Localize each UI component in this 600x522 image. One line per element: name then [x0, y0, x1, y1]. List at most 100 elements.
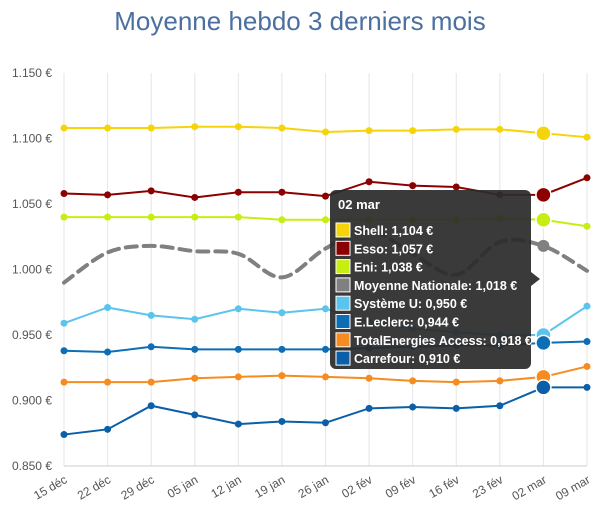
- tooltip-row-label: Eni: 1,038 €: [354, 261, 423, 275]
- data-point: [452, 183, 460, 191]
- data-point: [234, 213, 242, 221]
- data-point: [278, 188, 286, 196]
- x-tick-label: 22 déc: [75, 472, 113, 502]
- data-point: [322, 305, 329, 313]
- data-point: [452, 404, 460, 412]
- series-carrefour: [60, 379, 591, 439]
- data-point: [278, 345, 286, 353]
- x-tick-label: 12 jan: [209, 472, 244, 500]
- y-tick-label: 1.150 €: [12, 66, 52, 80]
- data-point: [60, 431, 68, 439]
- data-point: [278, 417, 286, 425]
- tooltip-row-label: Système U: 0,950 €: [354, 297, 467, 311]
- tooltip-row-label: Moyenne Nationale: 1,018 €: [354, 279, 517, 293]
- y-tick-label: 0.900 €: [12, 394, 52, 408]
- data-point: [409, 377, 417, 385]
- tooltip-row-label: Esso: 1,057 €: [354, 242, 433, 256]
- x-tick-label: 02 mar: [510, 472, 549, 503]
- x-tick-label: 26 jan: [296, 472, 331, 500]
- data-point: [496, 125, 504, 133]
- tooltip-swatch: [335, 350, 351, 366]
- data-point: [191, 193, 199, 201]
- x-tick-label: 05 jan: [165, 472, 200, 500]
- x-tick-label: 19 jan: [252, 472, 287, 500]
- data-point: [104, 303, 112, 311]
- x-tick-label: 29 déc: [118, 472, 156, 502]
- data-point: [322, 192, 329, 200]
- chart-title: Moyenne hebdo 3 derniers mois: [114, 6, 485, 36]
- x-tick-label: 02 fév: [339, 472, 374, 500]
- tooltip-row-label: E.Leclerc: 0,944 €: [354, 316, 459, 330]
- data-point: [147, 187, 155, 195]
- data-point: [147, 343, 155, 351]
- tooltip-swatch: [335, 222, 351, 238]
- tooltip-swatch: [335, 240, 351, 256]
- x-tick-label: 23 fév: [470, 472, 505, 500]
- y-tick-label: 1.050 €: [12, 197, 52, 211]
- data-point: [104, 378, 112, 386]
- y-tick-label: 0.850 €: [12, 459, 52, 473]
- tooltip-row-label: Shell: 1,104 €: [354, 224, 433, 238]
- data-point: [322, 345, 329, 353]
- tooltip-swatch: [335, 314, 351, 329]
- data-point: [322, 128, 329, 136]
- data-point: [104, 425, 112, 433]
- data-point: [234, 420, 242, 428]
- data-point: [583, 338, 591, 346]
- data-point: [147, 378, 155, 386]
- data-point: [147, 402, 155, 410]
- data-point: [60, 213, 68, 221]
- data-point: [147, 311, 155, 319]
- highlight-marker: [537, 239, 550, 252]
- tooltip-swatch: [335, 332, 351, 348]
- y-axis: 0.850 € 0.900 € 0.950 € 1.000 € 1.050 € 1.100…: [12, 66, 52, 473]
- data-point: [278, 309, 286, 317]
- data-point: [365, 404, 373, 412]
- tooltip-row-label: TotalEnergies Access: 0,918 €: [354, 334, 532, 348]
- data-point: [452, 378, 460, 386]
- data-point: [583, 133, 591, 141]
- data-point: [191, 315, 199, 323]
- data-point: [234, 188, 242, 196]
- data-point: [496, 402, 504, 410]
- data-point: [583, 222, 591, 230]
- data-point: [583, 174, 591, 182]
- tooltip-arrow: [531, 272, 540, 286]
- data-point: [583, 383, 591, 391]
- data-point: [191, 213, 199, 221]
- tooltip: 02 mar Shell: 1,104 € Esso: 1,057 € Eni: 1,…: [330, 190, 540, 369]
- data-point: [104, 124, 112, 132]
- data-point: [322, 216, 329, 224]
- x-tick-label: 16 fév: [426, 472, 461, 500]
- series-totalenergies-access: [60, 362, 591, 386]
- highlight-marker: [535, 125, 552, 142]
- data-point: [234, 123, 242, 131]
- highlight-marker: [535, 186, 552, 204]
- data-point: [278, 216, 286, 224]
- data-point: [60, 378, 68, 386]
- tooltip-box: [330, 190, 531, 369]
- data-point: [234, 373, 242, 381]
- data-point: [234, 345, 242, 353]
- data-point: [322, 419, 329, 427]
- data-point: [60, 124, 68, 132]
- y-tick-label: 1.100 €: [12, 132, 52, 146]
- highlight-marker: [535, 334, 552, 352]
- data-point: [278, 372, 286, 380]
- data-point: [583, 302, 591, 310]
- data-point: [278, 124, 286, 132]
- x-tick-label: 09 fév: [383, 472, 418, 500]
- data-point: [452, 125, 460, 133]
- tooltip-swatch: [335, 259, 351, 275]
- data-point: [60, 347, 68, 355]
- data-point: [147, 213, 155, 221]
- tooltip-swatch: [335, 277, 351, 293]
- data-point: [191, 374, 199, 382]
- data-point: [147, 124, 155, 132]
- data-point: [104, 191, 112, 199]
- data-point: [60, 190, 68, 198]
- data-point: [365, 374, 373, 382]
- highlight-marker: [535, 379, 552, 396]
- y-tick-label: 1.000 €: [12, 263, 52, 277]
- highlight-marker: [535, 211, 552, 228]
